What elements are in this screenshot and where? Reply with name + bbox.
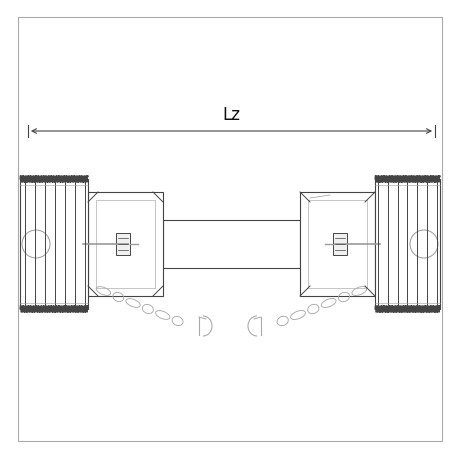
Bar — [332, 234, 346, 256]
Bar — [20, 179, 88, 309]
Bar — [116, 234, 130, 256]
Text: Lz: Lz — [222, 106, 240, 124]
Bar — [88, 193, 162, 297]
Bar — [299, 193, 374, 297]
Bar — [162, 220, 299, 269]
Bar — [308, 201, 366, 288]
Bar — [374, 179, 439, 309]
Bar — [96, 201, 155, 288]
